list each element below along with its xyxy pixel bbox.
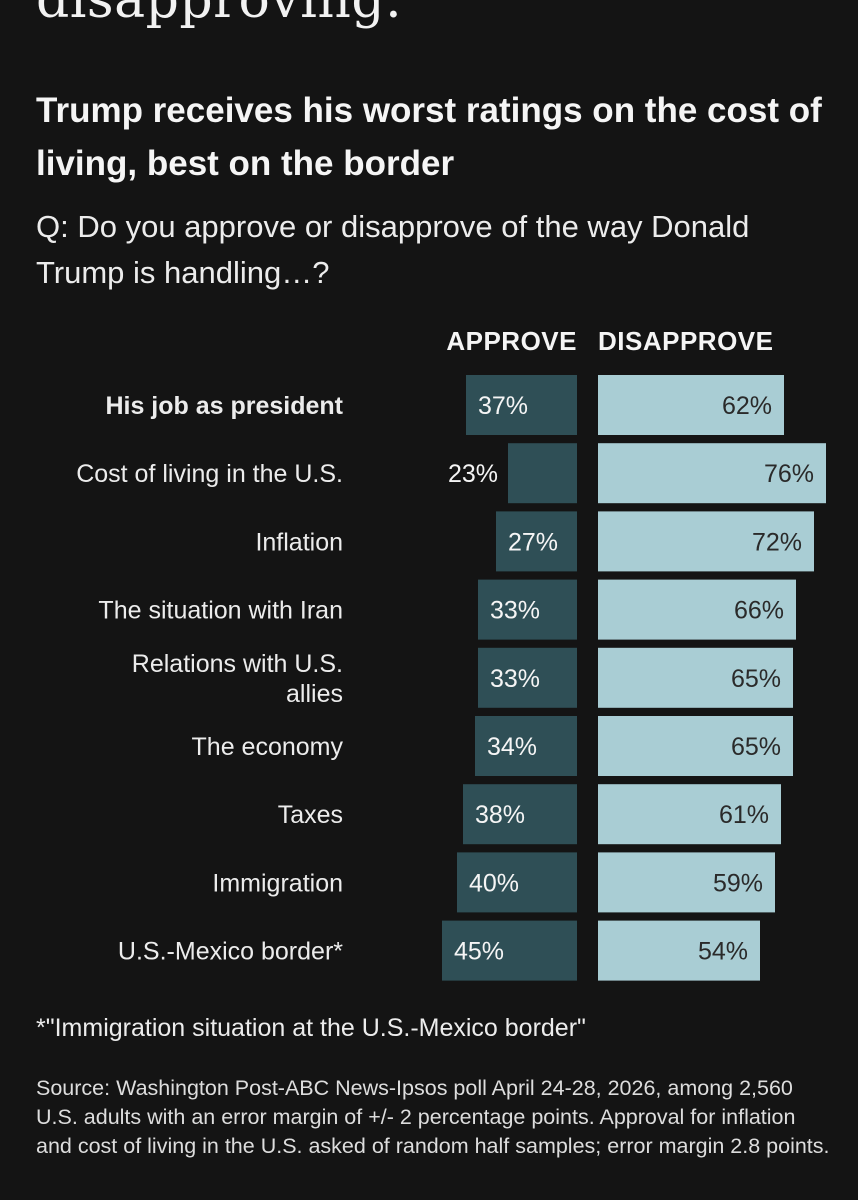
chart-row: U.S.-Mexico border* 45% 54% <box>118 920 760 981</box>
approve-bar <box>457 852 577 913</box>
disapprove-value-label: 54% <box>698 938 748 966</box>
disapprove-value-label: 72% <box>752 528 802 556</box>
chart-question: Q: Do you approve or disapprove of the w… <box>36 209 750 290</box>
approve-value-label: 23% <box>448 460 498 488</box>
disapprove-value-label: 66% <box>734 597 784 625</box>
approve-value-label: 27% <box>508 528 558 556</box>
approve-bar <box>442 920 577 981</box>
disapprove-bar <box>598 647 793 708</box>
disapprove-bar <box>598 579 796 640</box>
approve-value-label: 37% <box>478 392 528 420</box>
approve-column-header: APPROVE <box>446 326 577 356</box>
chart-row: His job as president 37% 62% <box>105 375 784 435</box>
approval-bar-chart: APPROVE DISAPPROVE His job as president 37… <box>76 326 826 981</box>
disapprove-bar <box>598 443 826 504</box>
disapprove-value-label: 65% <box>731 665 781 693</box>
approve-bar <box>496 511 577 572</box>
category-label: U.S.-Mexico border* <box>118 938 343 966</box>
approve-bar <box>508 443 577 504</box>
chart-title: Trump receives his worst ratings on the … <box>36 91 822 183</box>
approve-bar <box>478 647 577 708</box>
chart-source-note: Source: Washington Post-ABC News-Ipsos p… <box>36 1076 830 1158</box>
chart-row: Cost of living in the U.S. 23% 76% <box>76 443 826 504</box>
category-label: The situation with Iran <box>98 597 343 625</box>
chart-row: The economy 34% 65% <box>192 716 793 776</box>
approve-value-label: 33% <box>490 665 540 693</box>
chart-rows: His job as president 37% 62% Cost of living… <box>76 375 826 981</box>
approve-bar <box>478 579 577 640</box>
category-label: Relations with U.S. allies <box>132 650 343 708</box>
category-label: His job as president <box>105 392 343 420</box>
category-label: Cost of living in the U.S. <box>76 460 343 488</box>
disapprove-bar <box>598 375 784 435</box>
chart-footnote: *"Immigration situation at the U.S.-Mexi… <box>36 1014 586 1042</box>
approve-value-label: 45% <box>454 938 504 966</box>
chart-row: Inflation 27% 72% <box>255 511 814 572</box>
chart-row: Taxes 38% 61% <box>278 784 781 845</box>
disapprove-value-label: 59% <box>713 869 763 897</box>
category-label: Inflation <box>255 528 343 556</box>
disapprove-bar <box>598 852 775 913</box>
chart-row: The situation with Iran 33% 66% <box>98 579 796 640</box>
approve-value-label: 38% <box>475 801 525 829</box>
approve-value-label: 34% <box>487 733 537 761</box>
category-label: Immigration <box>212 869 343 897</box>
approve-value-label: 33% <box>490 597 540 625</box>
disapprove-bar <box>598 920 760 981</box>
approve-bar <box>475 716 577 776</box>
disapprove-value-label: 65% <box>731 733 781 761</box>
disapprove-value-label: 76% <box>764 460 814 488</box>
approve-bar <box>463 784 577 845</box>
category-label: Taxes <box>278 801 343 829</box>
disapprove-value-label: 62% <box>722 392 772 420</box>
disapprove-bar <box>598 784 781 845</box>
disapprove-bar <box>598 511 814 572</box>
approve-value-label: 40% <box>469 869 519 897</box>
disapprove-value-label: 61% <box>719 801 769 829</box>
disapprove-column-header: DISAPPROVE <box>598 326 774 356</box>
article-headline-fragment: disapproving. <box>36 0 403 30</box>
chart-row: Relations with U.S. allies 33% 65% <box>132 647 793 708</box>
approve-bar <box>466 375 577 435</box>
chart-column-headers: APPROVE DISAPPROVE <box>446 326 773 356</box>
disapprove-bar <box>598 716 793 776</box>
chart-row: Immigration 40% 59% <box>212 852 775 913</box>
category-label: The economy <box>192 733 344 761</box>
